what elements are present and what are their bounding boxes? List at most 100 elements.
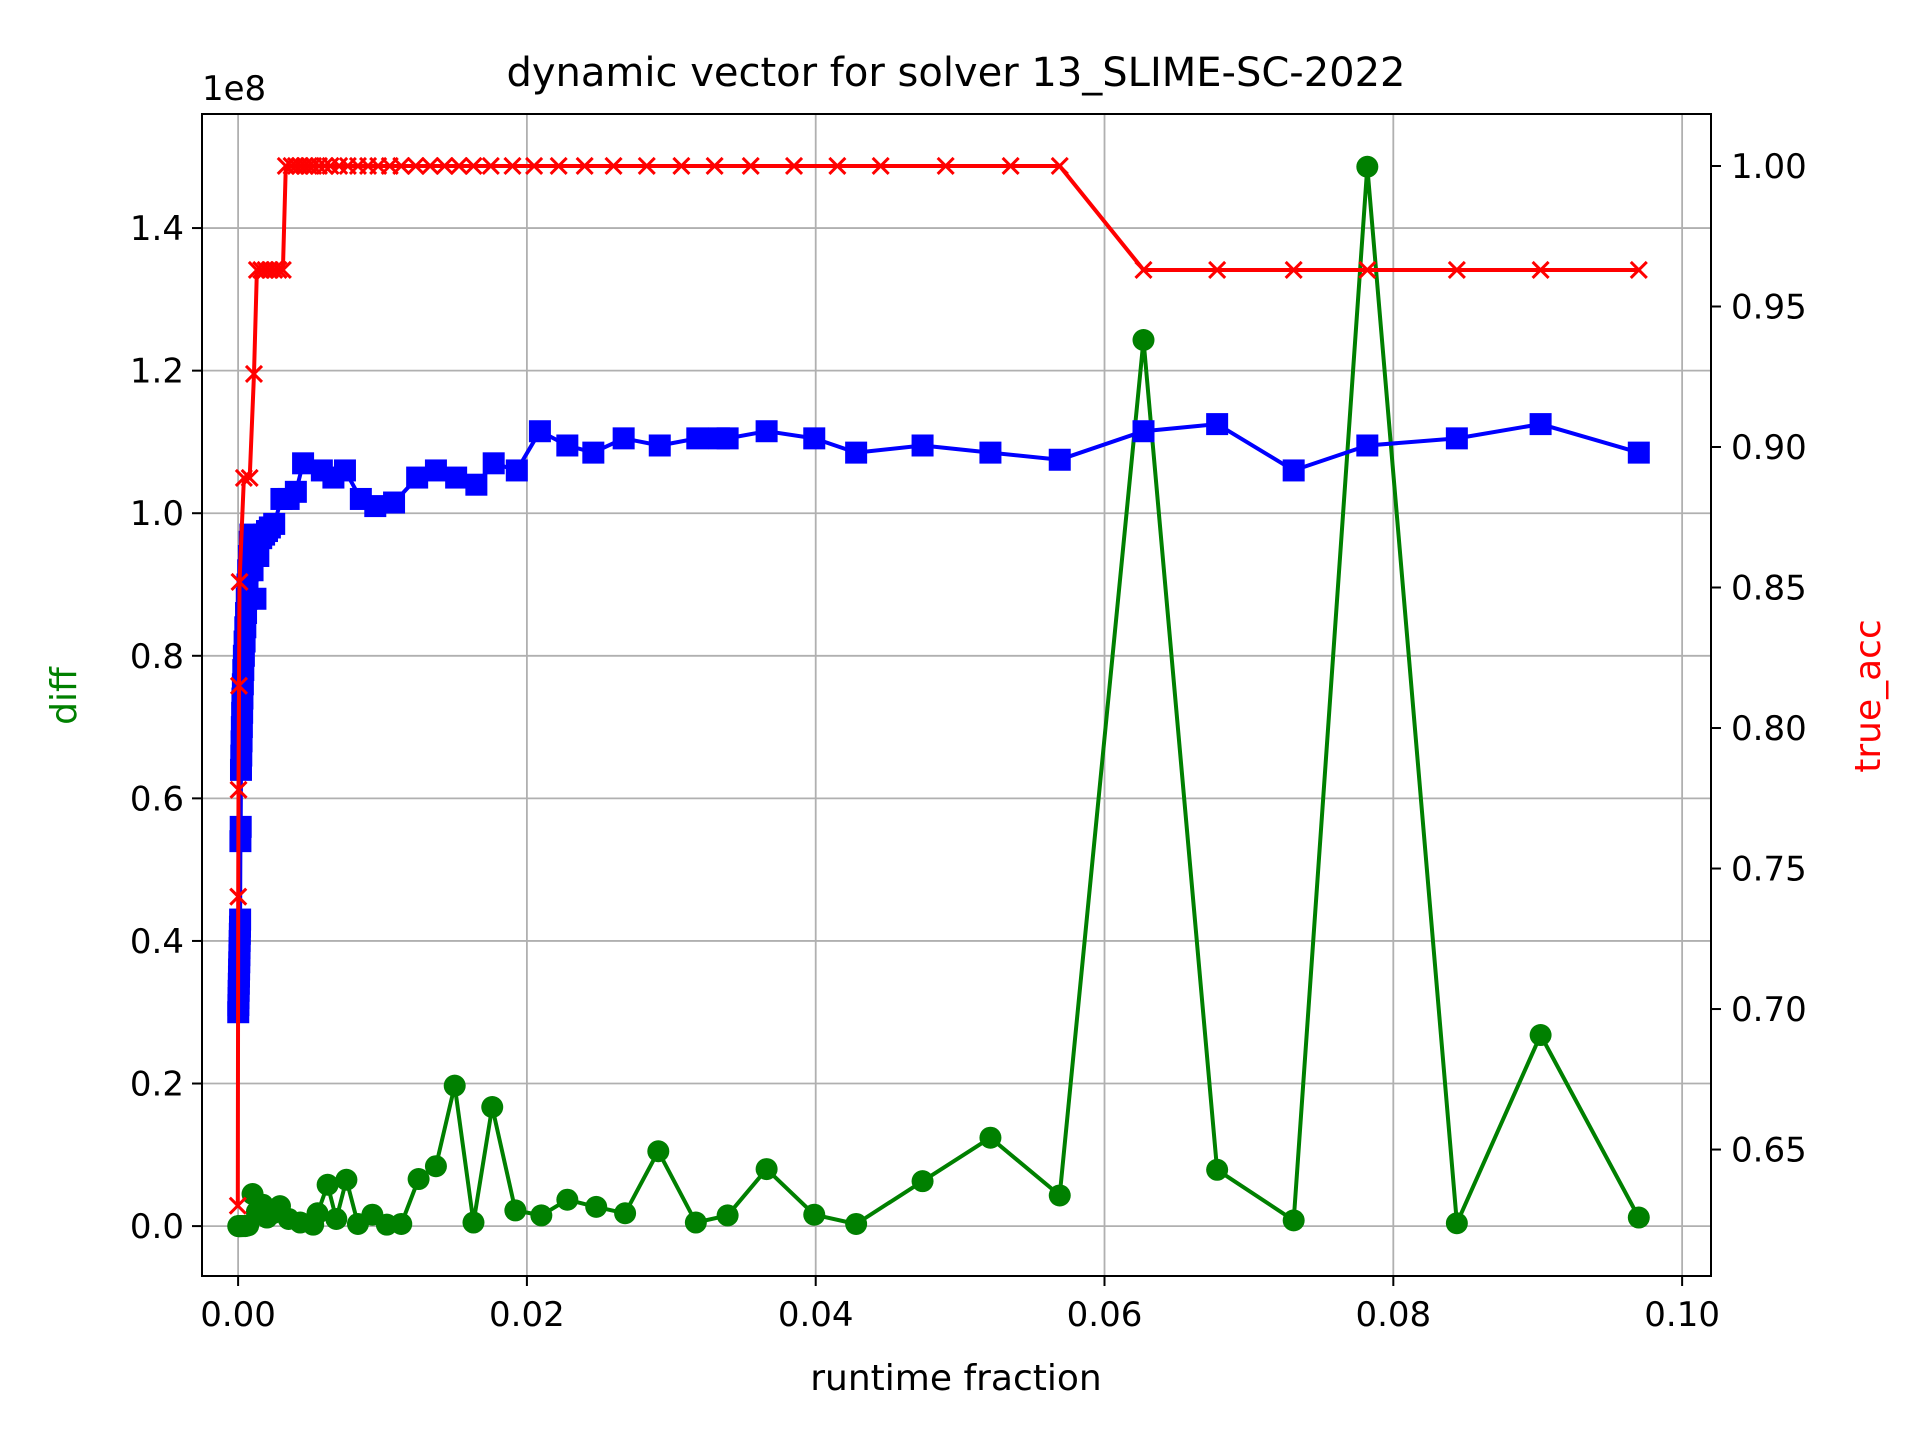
y-left-tick-label: 0.0: [130, 1207, 184, 1247]
y-right-tick-label: 1.00: [1731, 147, 1807, 187]
plot-series: [227, 155, 1650, 1238]
data-point: [244, 364, 264, 384]
ticks: 0.00 0.02 0.04 0.06 0.08 0.10 0.0 0.2 0.4 0.6 0.8 1…: [130, 147, 1807, 1335]
data-point: [549, 156, 568, 176]
data-point: [230, 572, 249, 591]
data-point: [392, 156, 411, 176]
data-point: [528, 420, 551, 443]
y-axis-label-right: true_acc: [1848, 619, 1889, 773]
series-0: [227, 155, 1650, 1238]
y-right-tick-label: 0.95: [1731, 287, 1807, 327]
data-point: [1206, 1158, 1229, 1181]
data-point: [1132, 420, 1155, 443]
y-right-tick-label: 0.85: [1731, 569, 1807, 609]
y-right-tick-label: 0.90: [1731, 428, 1807, 468]
x-tick-label: 0.02: [489, 1295, 565, 1335]
x-axis-label: runtime fraction: [810, 1358, 1102, 1399]
x-tick-label: 0.06: [1067, 1295, 1143, 1335]
data-point: [435, 156, 454, 176]
data-point: [1531, 260, 1550, 280]
data-point: [1048, 448, 1071, 471]
x-tick-label: 0.08: [1355, 1295, 1431, 1335]
data-point: [1529, 413, 1552, 436]
y-left-tick-label: 0.6: [130, 779, 184, 819]
y-right-tick-label: 0.65: [1731, 1131, 1807, 1171]
data-point: [284, 480, 307, 503]
x-tick-label: 0.04: [778, 1295, 854, 1335]
data-point: [686, 427, 709, 450]
data-point: [229, 815, 252, 838]
data-point: [828, 156, 847, 176]
data-point: [672, 156, 691, 176]
data-point: [755, 420, 778, 443]
data-point: [979, 441, 1002, 464]
y-left-tick-label: 1.2: [130, 352, 184, 392]
x-tick-label: 0.00: [200, 1295, 276, 1335]
data-point: [684, 1211, 707, 1234]
data-point: [443, 1074, 466, 1097]
data-point: [1050, 156, 1069, 176]
data-point: [325, 1207, 348, 1230]
data-point: [716, 427, 739, 450]
data-point: [333, 459, 356, 482]
data-point: [1206, 413, 1229, 436]
data-point: [803, 427, 826, 450]
data-point: [234, 468, 253, 487]
data-point: [582, 441, 605, 464]
data-point: [383, 491, 406, 514]
data-point: [637, 156, 656, 176]
data-point: [390, 1212, 413, 1235]
data-point: [244, 587, 267, 610]
data-point: [803, 1203, 826, 1226]
data-point: [407, 1168, 430, 1191]
data-point: [1208, 260, 1227, 280]
data-point: [845, 441, 868, 464]
data-point: [614, 1202, 637, 1225]
data-point: [406, 156, 425, 176]
data-point: [1134, 260, 1153, 280]
y-right-tick-label: 0.80: [1731, 709, 1807, 749]
data-point: [911, 1170, 934, 1193]
y-left-tick-label: 0.4: [130, 922, 184, 962]
y-left-tick-label: 1.0: [130, 494, 184, 534]
y-left-tick-label: 0.2: [130, 1065, 184, 1105]
data-point: [1356, 434, 1379, 457]
data-point: [335, 1168, 358, 1191]
data-point: [741, 156, 760, 176]
data-point: [979, 1126, 1002, 1149]
data-point: [228, 1196, 247, 1215]
data-point: [421, 156, 440, 176]
data-point: [482, 452, 505, 475]
data-point: [556, 434, 579, 457]
data-point: [503, 156, 522, 176]
data-point: [406, 466, 429, 489]
y-left-tick-label: 1.4: [130, 209, 184, 249]
data-point: [575, 156, 594, 176]
series-2: [228, 156, 1648, 1215]
data-point: [1358, 260, 1377, 280]
data-point: [1529, 1024, 1552, 1047]
data-point: [1627, 1206, 1650, 1229]
data-point: [505, 459, 528, 482]
data-point: [1445, 427, 1468, 450]
data-point: [364, 495, 387, 518]
data-point: [449, 156, 469, 176]
data-point: [247, 544, 270, 567]
data-point: [612, 427, 635, 450]
data-point: [269, 260, 288, 280]
data-point: [229, 887, 248, 906]
data-point: [911, 434, 934, 457]
data-point: [273, 260, 292, 280]
data-point: [240, 468, 259, 487]
data-point: [1282, 459, 1305, 482]
data-point: [306, 1202, 329, 1225]
data-point: [1445, 1212, 1468, 1235]
data-point: [316, 1173, 339, 1196]
data-point: [464, 156, 483, 176]
chart-title: dynamic vector for solver 13_SLIME-SC-20…: [506, 50, 1405, 96]
data-point: [784, 156, 804, 176]
data-point: [1048, 1184, 1071, 1207]
data-point: [1627, 441, 1650, 464]
